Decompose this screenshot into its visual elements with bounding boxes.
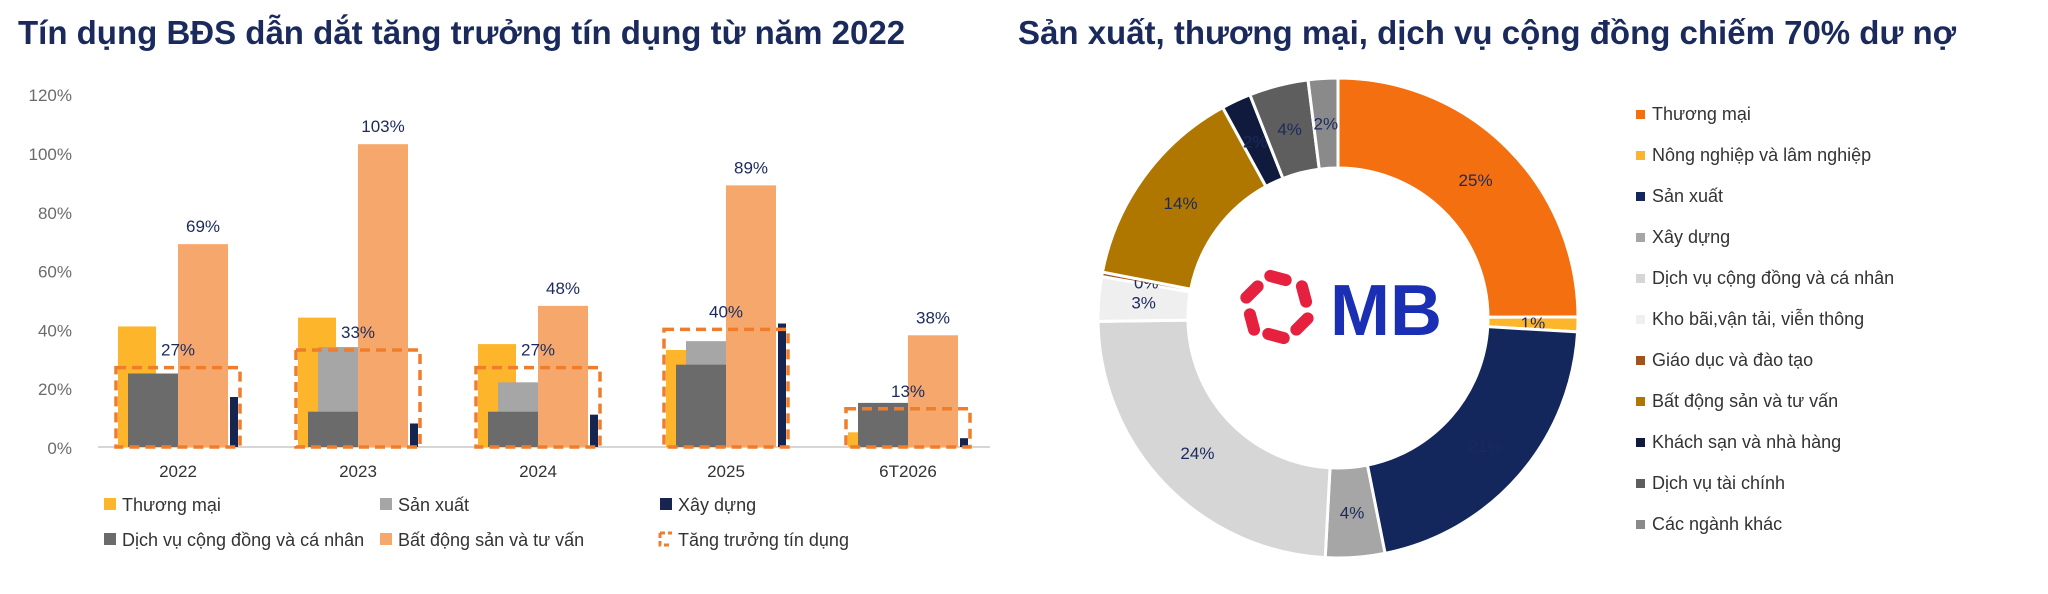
legend-label: Dịch vụ tài chính	[1652, 473, 1785, 493]
growth-value-label: 33%	[341, 323, 375, 342]
legend-label: Khách sạn và nhà hàng	[1652, 432, 1841, 452]
legend-label: Sản xuất	[398, 495, 469, 515]
y-tick-label: 40%	[38, 321, 72, 340]
legend-label: Kho bãi,vận tải, viễn thông	[1652, 308, 1864, 329]
bar-value-label: 69%	[186, 217, 220, 236]
donut-slice	[1365, 325, 1580, 556]
logo-text: MB	[1330, 271, 1442, 351]
growth-box	[294, 348, 422, 449]
y-tick-label: 100%	[29, 145, 72, 164]
bar-dich-vu-cong-dong	[488, 411, 538, 447]
slice-label: 21%	[1468, 437, 1502, 456]
legend-swatch	[1636, 479, 1645, 488]
y-tick-label: 60%	[38, 263, 72, 282]
legend-swatch	[1636, 110, 1645, 119]
legend-swatch	[1636, 520, 1645, 529]
x-tick-label: 2022	[159, 462, 197, 481]
slice-label: 24%	[1180, 444, 1214, 463]
legend-swatch	[660, 498, 672, 510]
slice-label: 3%	[1131, 293, 1156, 312]
bar-xay-dung	[410, 423, 418, 447]
bar-value-label: 103%	[361, 117, 404, 136]
legend-swatch	[1636, 397, 1645, 406]
legend-swatch	[1636, 438, 1645, 447]
growth-value-label: 27%	[161, 341, 195, 360]
legend-label: Nông nghiệp và lâm nghiệp	[1652, 145, 1871, 165]
bar-bat-dong-san	[726, 185, 776, 447]
bar-xay-dung	[960, 438, 968, 447]
legend-swatch	[1636, 356, 1645, 365]
legend-label: Bất động sản và tư vấn	[398, 530, 584, 550]
legend-label: Xây dựng	[1652, 227, 1730, 247]
slice-label: 14%	[1164, 194, 1198, 213]
legend-swatch	[1636, 274, 1645, 283]
legend-swatch	[380, 498, 392, 510]
growth-box	[114, 365, 242, 449]
bar-bat-dong-san	[908, 335, 958, 447]
legend-swatch	[1636, 192, 1645, 201]
slice-label: 4%	[1277, 120, 1302, 139]
logo-star-petal	[1295, 280, 1313, 308]
legend-label: Tăng trưởng tín dụng	[678, 530, 849, 550]
donut-slice	[1306, 76, 1340, 171]
bar-value-label: 89%	[734, 158, 768, 177]
legend-swatch	[380, 533, 392, 545]
legend-swatch	[658, 531, 672, 547]
legend-label: Xây dựng	[678, 495, 756, 515]
logo-star-petal	[1264, 269, 1292, 287]
x-tick-label: 6T2026	[879, 462, 937, 481]
legend-swatch	[1636, 151, 1645, 160]
logo-star-petal	[1262, 327, 1290, 345]
y-tick-label: 80%	[38, 204, 72, 223]
donut-slice	[1336, 76, 1580, 319]
growth-box	[474, 365, 602, 449]
growth-value-label: 13%	[891, 382, 925, 401]
donut-slice	[1096, 318, 1332, 560]
slice-label: 4%	[1340, 503, 1365, 522]
legend-label: Bất động sản và tư vấn	[1652, 391, 1838, 411]
growth-value-label: 27%	[521, 341, 555, 360]
bar-dich-vu-cong-dong	[676, 364, 726, 447]
legend-label: Các ngành khác	[1652, 514, 1782, 534]
bar-xay-dung	[590, 414, 598, 447]
legend-label: Thương mại	[122, 495, 221, 515]
legend-swatch	[104, 498, 116, 510]
slice-label: 2%	[1243, 132, 1268, 151]
y-tick-label: 120%	[29, 86, 72, 105]
bar-xay-dung	[778, 323, 786, 447]
y-tick-label: 20%	[38, 380, 72, 399]
growth-box	[844, 407, 972, 449]
x-tick-label: 2023	[339, 462, 377, 481]
slice-label: 2%	[1314, 114, 1339, 133]
legend-label: Dịch vụ cộng đồng và cá nhân	[1652, 268, 1894, 288]
bar-value-label: 48%	[546, 279, 580, 298]
logo-star-petal	[1240, 280, 1264, 304]
bar-bat-dong-san	[178, 244, 228, 447]
bar-value-label: 38%	[916, 308, 950, 327]
legend-label: Sản xuất	[1652, 186, 1723, 206]
legend-label: Dịch vụ cộng đồng và cá nhân	[122, 530, 364, 550]
bar-dich-vu-cong-dong	[308, 411, 358, 447]
bar-bat-dong-san	[358, 144, 408, 447]
right-chart-title: Sản xuất, thương mại, dịch vụ cộng đồng …	[1018, 14, 1957, 51]
x-tick-label: 2025	[707, 462, 745, 481]
growth-value-label: 40%	[709, 302, 743, 321]
slice-label: 25%	[1459, 171, 1493, 190]
growth-box	[662, 327, 790, 449]
legend-label: Giáo dục và đào tạo	[1652, 350, 1813, 370]
logo-star-petal	[1243, 308, 1261, 336]
legend-label: Thương mại	[1652, 104, 1751, 124]
bar-xay-dung	[230, 397, 238, 447]
left-chart-title: Tín dụng BĐS dẫn dắt tăng trưởng tín dụn…	[18, 14, 906, 51]
legend-swatch	[1636, 315, 1645, 324]
legend-swatch	[104, 533, 116, 545]
bar-dich-vu-cong-dong	[128, 373, 178, 447]
legend-swatch	[1636, 233, 1645, 242]
y-tick-label: 0%	[47, 439, 72, 458]
logo-star-petal	[1290, 312, 1314, 336]
x-tick-label: 2024	[519, 462, 557, 481]
bar-bat-dong-san	[538, 305, 588, 447]
